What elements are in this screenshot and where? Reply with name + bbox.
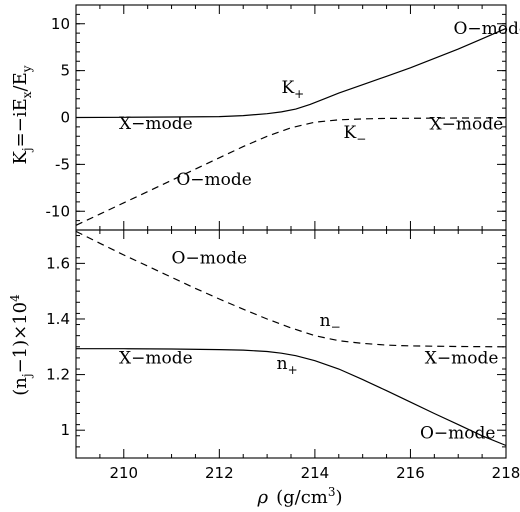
y-tick-label: 1.2 (46, 366, 70, 384)
annotation: X−mode (119, 348, 193, 368)
y-tick-label: 1.4 (46, 310, 70, 328)
annotation: O−mode (453, 19, 520, 39)
y-tick-label: -10 (46, 202, 71, 220)
y-tick-label: -5 (55, 155, 70, 173)
bottom-ylabel: (nj−1)×104 (8, 294, 34, 396)
top-panel: -10 -5 0 5 10 O−mode X−mode X−mode O−mode K+ K− (46, 4, 520, 231)
annotation: X−mode (425, 348, 499, 368)
y-tick-label: 10 (51, 15, 70, 33)
x-axis-label: ρ (g/cm3) (256, 485, 342, 508)
series-line-n+ (76, 348, 507, 447)
top-ylabel: Kj=−iEx/Ey (10, 65, 34, 164)
annotation: O−mode (176, 170, 251, 190)
series-line-K+ (75, 27, 507, 119)
y-tick-label: 5 (60, 62, 70, 80)
x-tick-label: 212 (205, 464, 234, 482)
annotation: n− (320, 311, 341, 334)
annotation: K+ (281, 78, 304, 101)
series-line-n− (75, 230, 507, 348)
series-line-K− (75, 117, 507, 226)
x-tick-label: 210 (109, 464, 138, 482)
annotation: n+ (277, 354, 298, 377)
y-tick-label: 0 (60, 109, 70, 127)
bottom-panel: 1 1.2 1.4 1.6 210 212 214 216 218 O−mode X−mode X−m… (46, 229, 520, 482)
y-tick-label: 1.6 (46, 254, 70, 272)
x-tick-label: 214 (301, 464, 330, 482)
y-tick-label: 1 (60, 421, 70, 439)
annotation: X−mode (119, 114, 193, 134)
x-tick-label: 218 (492, 464, 520, 482)
annotation: X−mode (430, 115, 504, 135)
x-tick-label: 216 (396, 464, 425, 482)
annotation: K− (344, 123, 367, 146)
annotation: O−mode (420, 424, 495, 444)
annotation: O−mode (172, 248, 247, 268)
